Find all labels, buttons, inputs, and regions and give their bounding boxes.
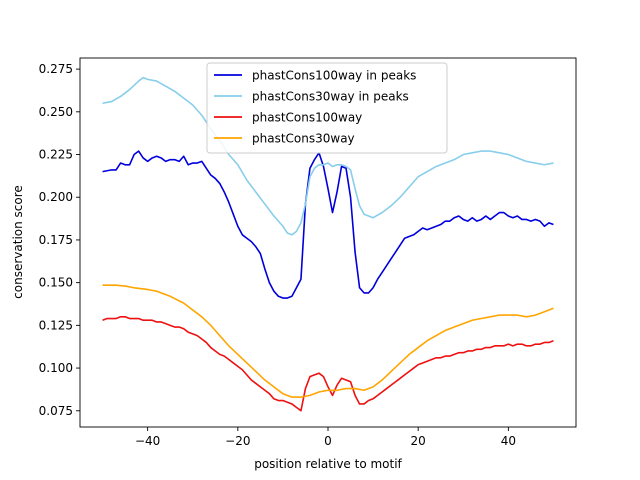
x-tick-label: −40 xyxy=(135,434,160,448)
x-tick-label: 40 xyxy=(501,434,516,448)
y-tick-label: 0.200 xyxy=(39,190,73,204)
y-tick-label: 0.225 xyxy=(39,148,73,162)
legend-label: phastCons30way xyxy=(252,132,355,146)
y-tick-label: 0.100 xyxy=(39,361,73,375)
series-lines xyxy=(102,76,554,412)
legend-label: phastCons30way in peaks xyxy=(252,90,409,104)
y-tick-label: 0.275 xyxy=(39,62,73,76)
y-axis-label: conservation score xyxy=(11,185,25,299)
y-tick-label: 0.075 xyxy=(39,404,73,418)
legend-box xyxy=(206,62,448,154)
series-line-1 xyxy=(102,150,554,299)
x-axis-label: position relative to motif xyxy=(254,457,402,471)
series-line-2 xyxy=(102,76,554,236)
y-tick-label: 0.150 xyxy=(39,276,73,290)
series-line-4 xyxy=(102,284,554,398)
x-tick-label: −20 xyxy=(225,434,250,448)
legend: phastCons100way in peaks phastCons30way i… xyxy=(206,62,448,154)
series-line-3 xyxy=(102,316,554,412)
y-tick-label: 0.175 xyxy=(39,233,73,247)
y-tick-label: 0.125 xyxy=(39,318,73,332)
axis-ticks: −40 −20 0 20 40 0.075 0.100 0.125 0.150 0.175 0.20… xyxy=(39,62,516,448)
x-tick-label: 0 xyxy=(324,434,332,448)
y-tick-label: 0.250 xyxy=(39,105,73,119)
legend-label: phastCons100way xyxy=(252,111,362,125)
x-tick-label: 20 xyxy=(411,434,426,448)
legend-label: phastCons100way in peaks xyxy=(252,69,416,83)
